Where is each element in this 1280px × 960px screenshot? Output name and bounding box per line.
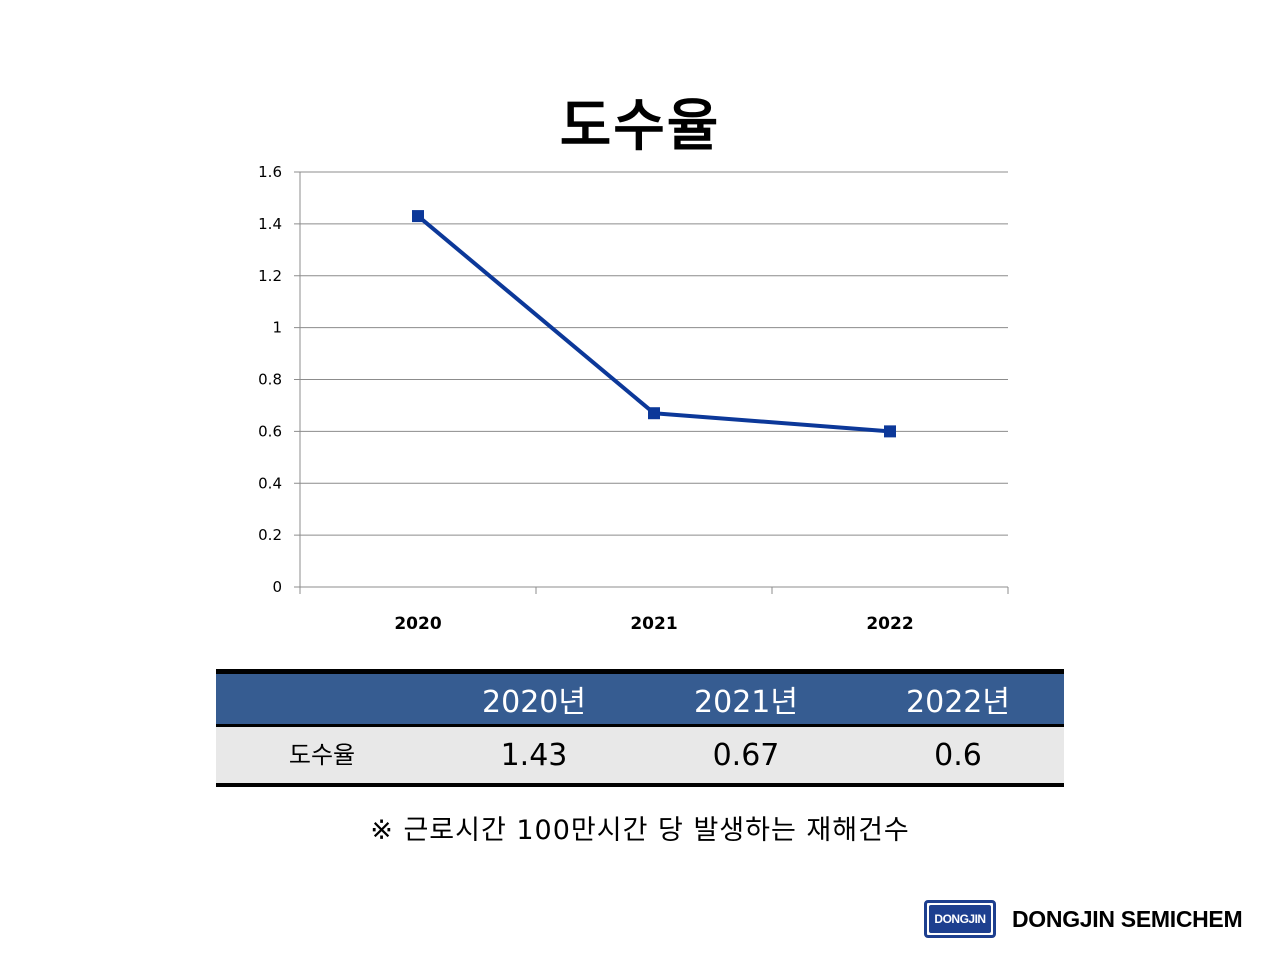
data-point <box>412 210 424 223</box>
table-header-2022: 2022년 <box>852 669 1064 727</box>
data-point <box>648 407 660 420</box>
table-cell-2022: 0.6 <box>852 725 1064 787</box>
table-row: 도수율 1.43 0.67 0.6 <box>216 725 1064 787</box>
logo-badge: DONGJIN <box>924 900 996 938</box>
y-tick-label: 0.4 <box>258 474 282 492</box>
y-tick-label: 1.4 <box>258 215 282 233</box>
x-tick-label: 2021 <box>630 614 677 634</box>
data-point <box>884 425 896 438</box>
y-tick-label: 0.2 <box>258 526 282 544</box>
table-header-2021: 2021년 <box>640 669 852 727</box>
logo-company-name: DONGJIN SEMICHEM <box>1012 905 1243 932</box>
table-row-label: 도수율 <box>216 725 428 787</box>
x-tick-label: 2020 <box>394 614 441 634</box>
table-header-row: 2020년 2021년 2022년 <box>216 669 1064 727</box>
footnote: ※ 근로시간 100만시간 당 발생하는 재해건수 <box>370 815 910 846</box>
logo-badge-text: DONGJIN <box>929 905 991 933</box>
y-tick-label: 0.6 <box>258 422 282 440</box>
data-table: 2020년 2021년 2022년 도수율 1.43 0.67 0.6 <box>216 669 1064 787</box>
series-line <box>416 214 891 434</box>
chart-title: 도수율 <box>559 94 721 159</box>
table-header-empty <box>216 669 428 727</box>
y-tick-label: 0 <box>272 578 282 596</box>
table-cell-2020: 1.43 <box>428 725 640 787</box>
y-tick-label: 0.8 <box>258 371 282 389</box>
table-header-2020: 2020년 <box>428 669 640 727</box>
x-tick-label: 2022 <box>866 614 913 634</box>
y-tick-label: 1.2 <box>258 267 282 285</box>
company-logo: DONGJIN DONGJIN SEMICHEM <box>924 900 1243 938</box>
y-tick-label: 1.6 <box>258 163 282 181</box>
table-cell-2021: 0.67 <box>640 725 852 787</box>
y-tick-label: 1 <box>272 319 282 337</box>
